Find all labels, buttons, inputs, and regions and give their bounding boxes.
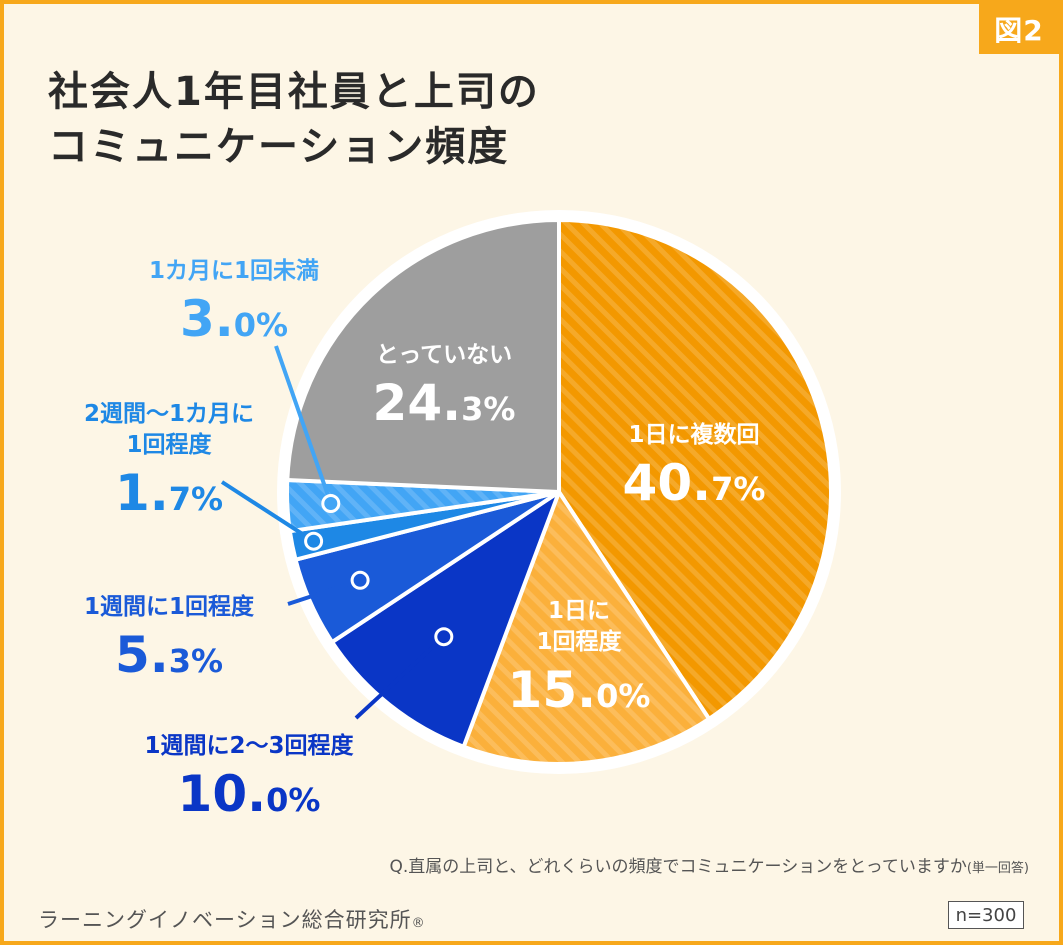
label-biweekly-value-dec: 7% [168, 480, 224, 518]
label-monthly-less: 1カ月に1回未満 3.0% [99, 256, 369, 361]
source-credit: ラーニングイノベーション総合研究所® [38, 904, 426, 934]
sample-size: n=300 [948, 901, 1024, 929]
pie-slice-pattern-1 [463, 492, 710, 765]
chart-title-line2: コミュニケーション頻度 [48, 124, 510, 170]
source-credit-text: ラーニングイノベーション総合研究所 [38, 908, 412, 932]
label-none-value-dec: 3% [461, 390, 516, 428]
label-daily-multiple-text: 1日に複数回 [628, 422, 760, 448]
label-biweekly: 2週間～1カ月に 1回程度 1.7% [34, 399, 304, 535]
leader-line-4 [220, 480, 315, 543]
pie-slice-pattern-5 [286, 480, 559, 532]
label-none: とっていない 24.3% [334, 340, 554, 445]
label-biweekly-text2: 1回程度 [126, 432, 212, 458]
survey-question: Q.直属の上司と、どれくらいの頻度でコミュニケーションをとっていますか(単一回答… [389, 852, 1029, 877]
figure-badge: 図2 [979, 4, 1059, 54]
label-monthly-less-text: 1カ月に1回未満 [148, 258, 319, 284]
label-daily-multiple: 1日に複数回 40.7% [589, 420, 799, 525]
leader-dot-2 [434, 627, 454, 647]
leader-dot-5 [321, 494, 341, 513]
chart-title-line1: 社会人1年目社員と上司の [48, 69, 540, 115]
label-daily-once-text2: 1回程度 [536, 629, 622, 655]
label-daily-once-text1: 1日に [547, 598, 610, 624]
pie-chart [220, 210, 841, 774]
label-weekly-once: 1週間に1回程度 5.3% [44, 592, 294, 697]
leader-dot-4 [304, 531, 324, 551]
leader-line-5 [274, 345, 333, 505]
label-daily-multiple-value-dec: 7% [711, 470, 766, 508]
label-weekly-once-text: 1週間に1回程度 [83, 594, 254, 620]
label-monthly-less-value-int: 3. [179, 290, 234, 348]
label-daily-multiple-value-int: 40. [622, 454, 712, 512]
label-weekly-2-3: 1週間に2～3回程度 10.0% [99, 731, 399, 836]
label-biweekly-text1: 2週間～1カ月に [83, 401, 254, 427]
label-daily-once-value-int: 15. [507, 661, 597, 719]
label-weekly-once-value-dec: 3% [168, 642, 224, 680]
leader-line-2 [354, 635, 446, 720]
label-weekly-once-value-int: 5. [114, 626, 169, 684]
label-none-text: とっていない [375, 342, 513, 368]
label-weekly-2-3-value-int: 10. [177, 765, 267, 823]
pie-slice-6 [285, 218, 561, 494]
label-biweekly-value-int: 1. [114, 464, 169, 522]
leader-dot-3 [350, 570, 370, 590]
label-daily-once-value-dec: 0% [596, 677, 651, 715]
survey-question-note: (単一回答) [966, 861, 1029, 876]
label-none-value-int: 24. [372, 374, 462, 432]
label-monthly-less-value-dec: 0% [233, 306, 289, 344]
label-daily-once: 1日に 1回程度 15.0% [494, 596, 664, 732]
label-weekly-2-3-text: 1週間に2～3回程度 [144, 733, 354, 759]
registered-mark: ® [411, 916, 426, 931]
leader-line-3 [287, 578, 361, 606]
survey-question-text: Q.直属の上司と、どれくらいの頻度でコミュニケーションをとっていますか [389, 857, 967, 877]
pie-slice-2 [330, 490, 561, 749]
label-weekly-2-3-value-dec: 0% [266, 781, 321, 819]
